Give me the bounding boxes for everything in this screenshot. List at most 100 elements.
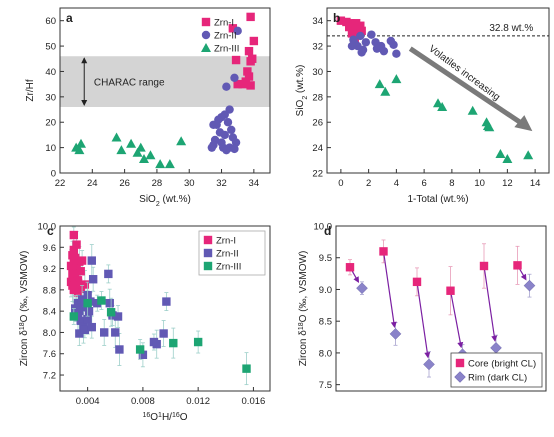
data-point	[69, 245, 79, 255]
y-tick-label: 7.2	[43, 371, 56, 382]
panel-d: 7.5 8.0 8.5 9.0 9.5 10.0 Core (bright CL) Rim (…	[298, 222, 547, 392]
panel-letter: c	[47, 224, 54, 238]
panel-letter: b	[333, 11, 340, 25]
x-axis-label: 1-Total (wt.%)	[407, 194, 468, 205]
data-point	[243, 67, 252, 76]
data-point	[126, 138, 137, 148]
core-rim-arrow	[383, 255, 395, 325]
core-point	[345, 263, 355, 272]
y-tick-label: 30	[312, 67, 323, 78]
legend-marker	[201, 30, 211, 40]
core-rim-arrow	[450, 294, 462, 345]
data-point	[433, 98, 443, 108]
y-tick-label: 40	[45, 67, 56, 78]
data-point	[73, 276, 83, 285]
y-tick-label: 34	[312, 16, 323, 27]
data-point	[74, 145, 85, 155]
band-label: CHARAC range	[94, 78, 165, 89]
y-tick-label: 9.5	[319, 253, 332, 264]
series-2	[69, 289, 251, 386]
data-point	[367, 30, 376, 39]
y-tick-label: 30	[45, 92, 56, 103]
legend-box	[450, 352, 543, 388]
data-point	[145, 150, 156, 160]
x-tick-label: 22	[55, 178, 66, 189]
data-point	[356, 31, 365, 41]
y-tick-label: 7.5	[319, 380, 332, 391]
data-point	[222, 82, 231, 91]
legend-label: Zrn-I	[214, 18, 234, 29]
x-tick-label: 0.012	[186, 396, 210, 407]
x-tick-label: 0.004	[76, 396, 100, 407]
data-point	[152, 339, 161, 349]
data-point	[80, 280, 90, 289]
panel-letter: d	[324, 224, 331, 238]
core-rim-arrow	[416, 285, 429, 355]
y-tick-label: 60	[45, 16, 56, 27]
y-tick-label: 8.5	[319, 317, 332, 328]
legend-marker	[203, 261, 213, 271]
data-point	[116, 145, 127, 155]
core-rim-arrowhead	[390, 321, 397, 328]
x-tick-label: 26	[119, 178, 130, 189]
data-point	[75, 329, 84, 338]
core-rim-arrow	[483, 269, 496, 339]
legend-box	[198, 230, 266, 276]
data-point	[155, 159, 166, 169]
data-point	[193, 337, 203, 347]
data-point	[357, 26, 366, 36]
data-point	[336, 16, 346, 25]
data-point	[80, 325, 90, 334]
core-rim-arrowhead	[457, 341, 464, 349]
data-point	[347, 29, 357, 38]
core-point	[379, 247, 388, 256]
data-point	[87, 322, 96, 332]
data-point	[209, 120, 218, 129]
x-tick-label: 14	[530, 178, 541, 189]
data-point	[228, 24, 238, 33]
data-point	[76, 267, 85, 276]
data-point	[233, 79, 242, 89]
legend-marker	[201, 43, 211, 52]
data-point	[76, 138, 86, 148]
data-point	[356, 21, 365, 30]
x-tick-label: 10	[474, 178, 485, 189]
data-point	[437, 102, 448, 111]
data-point	[83, 314, 92, 324]
series-1	[347, 30, 401, 58]
legend-label: Zrn-III	[214, 44, 239, 55]
x-axis-label: 16O1H/16O	[142, 412, 187, 424]
data-point	[76, 316, 85, 325]
rim-point	[389, 328, 402, 340]
data-point	[467, 105, 478, 115]
legend-marker	[201, 17, 211, 27]
plot-frame	[59, 7, 271, 174]
data-point	[246, 81, 255, 90]
data-point	[246, 57, 255, 66]
data-point	[66, 261, 76, 271]
x-tick-label: 0.008	[131, 396, 155, 407]
y-tick-label: 0	[51, 169, 56, 180]
data-point	[72, 240, 81, 249]
x-tick-label: 0	[338, 178, 343, 189]
panel-a: 22 24 26 28 30 32 34 0 10 20 30 40 50 60 CHARAC range Z…	[25, 7, 271, 208]
data-point	[69, 230, 79, 240]
x-tick-label: 8	[449, 178, 454, 189]
band-arrow-head-top	[81, 57, 88, 64]
y-tick-label: 8.8	[43, 285, 56, 296]
x-axis-label: SiO2 (wt.%)	[139, 194, 191, 208]
data-point	[87, 256, 96, 265]
data-point	[389, 40, 398, 50]
x-tick-label: 34	[249, 178, 260, 189]
core-rim-arrowhead	[353, 276, 360, 283]
data-point	[159, 329, 168, 338]
y-tick-label: 7.6	[43, 349, 56, 360]
y-tick-label: 50	[45, 42, 56, 53]
data-point	[135, 345, 145, 354]
data-point	[176, 136, 187, 146]
data-point	[230, 73, 239, 83]
data-point	[169, 338, 178, 348]
series-0	[66, 226, 90, 304]
y-tick-label: 9.2	[43, 264, 56, 275]
core-rim-arrowhead	[491, 335, 498, 342]
